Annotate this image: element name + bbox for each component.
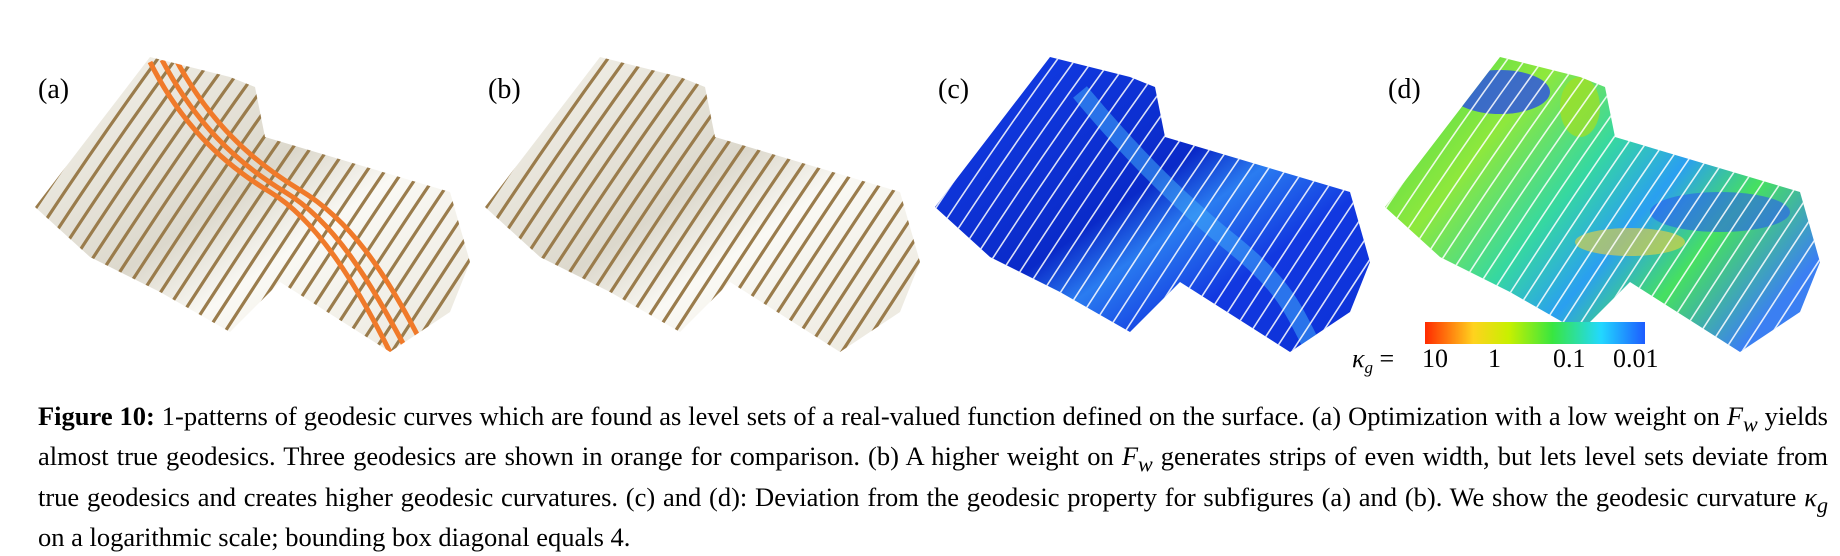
level-set-curve	[935, 57, 1125, 352]
level-set-curve	[910, 57, 920, 352]
surface-a-render	[35, 57, 470, 352]
level-set-curve	[1385, 57, 1557, 352]
figure-caption: Figure 10: 1-patterns of geodesic curves…	[38, 401, 1828, 552]
caption-label: Figure 10:	[38, 401, 155, 431]
surface-b-render	[485, 57, 920, 352]
panel-label: (b)	[488, 74, 521, 105]
level-set-curve	[485, 57, 658, 352]
level-set-curve	[35, 57, 208, 352]
orange-geodesics	[147, 57, 423, 352]
colorbar-tick: 0.1	[1553, 344, 1586, 373]
colorbar-gradient	[1425, 322, 1645, 344]
panel-a: (a)	[30, 52, 480, 372]
colorbar-symbol: κg =	[1352, 344, 1395, 378]
panel-label: (a)	[38, 74, 70, 105]
panel-b: (b)	[480, 52, 930, 372]
level-set-curve	[935, 57, 1107, 352]
level-set-curve	[1811, 57, 1820, 352]
curvature-d-render	[1385, 57, 1820, 352]
level-set-curve	[460, 57, 470, 352]
colorbar-tick: 10	[1422, 344, 1448, 373]
colorbar-tick: 0.01	[1613, 344, 1659, 373]
level-set-curve	[1385, 57, 1575, 352]
curvature-c-render	[935, 57, 1370, 352]
panel-label: (c)	[938, 74, 970, 105]
panel-c: (c)	[930, 52, 1380, 372]
panel-d: (d)	[1380, 52, 1830, 372]
panel-label: (d)	[1388, 74, 1421, 105]
level-set-curve	[35, 57, 226, 352]
colorbar-tick: 1	[1488, 344, 1501, 373]
level-set-curve	[485, 57, 676, 352]
level-set-curve	[1361, 57, 1370, 352]
